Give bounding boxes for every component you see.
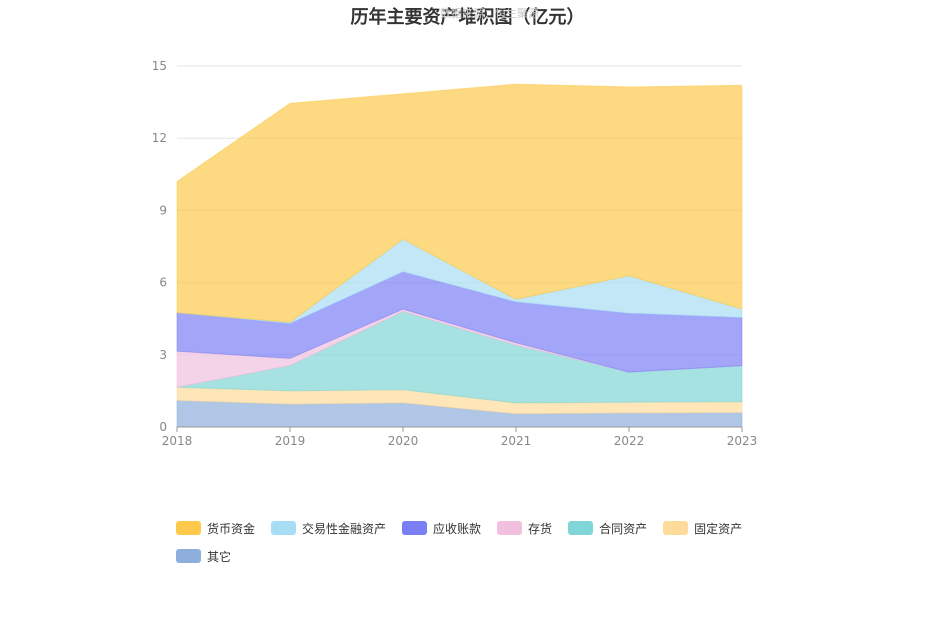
- x-tick-label: 2020: [388, 434, 419, 448]
- legend-swatch: [271, 521, 297, 535]
- legend-item[interactable]: 固定资产: [663, 518, 742, 538]
- legend-swatch: [663, 521, 689, 535]
- legend-label: 交易性金融资产: [302, 521, 387, 536]
- y-tick-label: 12: [152, 131, 167, 145]
- legend-swatch: [402, 521, 428, 535]
- legend-item[interactable]: 其它: [176, 546, 231, 566]
- legend-swatch: [497, 521, 523, 535]
- legend-label: 货币资金: [207, 521, 256, 536]
- chart-title: 历年主要资产堆积图（亿元）: [350, 7, 585, 28]
- legend-item[interactable]: 货币资金: [176, 518, 255, 538]
- legend-label: 存货: [528, 521, 553, 536]
- y-tick-label: 3: [159, 348, 167, 362]
- legend-item[interactable]: 交易性金融资产: [271, 518, 386, 538]
- y-tick-label: 6: [159, 276, 167, 290]
- x-tick-label: 2023: [727, 434, 758, 448]
- legend-label: 应收账款: [433, 521, 482, 536]
- legend: 货币资金 交易性金融资产 应收账款 存货 合同资产 固定资产其它: [176, 518, 796, 566]
- x-tick-label: 2022: [614, 434, 645, 448]
- y-tick-label: 15: [152, 59, 167, 73]
- area-series: [176, 83, 743, 428]
- legend-swatch: [176, 521, 201, 535]
- area-series-6[interactable]: [176, 83, 743, 323]
- axes: 0 3 6 9 12 15 2018 2019 2020 2021 2022 2023: [152, 59, 758, 448]
- legend-item[interactable]: 存货: [497, 518, 552, 538]
- legend-label: 合同资产: [599, 521, 648, 536]
- x-tick-label: 2018: [162, 434, 193, 448]
- legend-swatch: [176, 549, 201, 563]
- legend-label: 其它: [207, 549, 232, 564]
- x-tick-label: 2019: [275, 434, 306, 448]
- legend-item[interactable]: 合同资产: [568, 518, 647, 538]
- x-tick-label: 2021: [501, 434, 532, 448]
- legend-swatch: [568, 521, 594, 535]
- y-tick-label: 0: [159, 420, 167, 434]
- y-tick-label: 9: [159, 203, 167, 217]
- watermark: 数据来源：恒生聚源: [440, 7, 539, 20]
- legend-label: 固定资产: [694, 521, 743, 536]
- legend-item[interactable]: 应收账款: [402, 518, 481, 538]
